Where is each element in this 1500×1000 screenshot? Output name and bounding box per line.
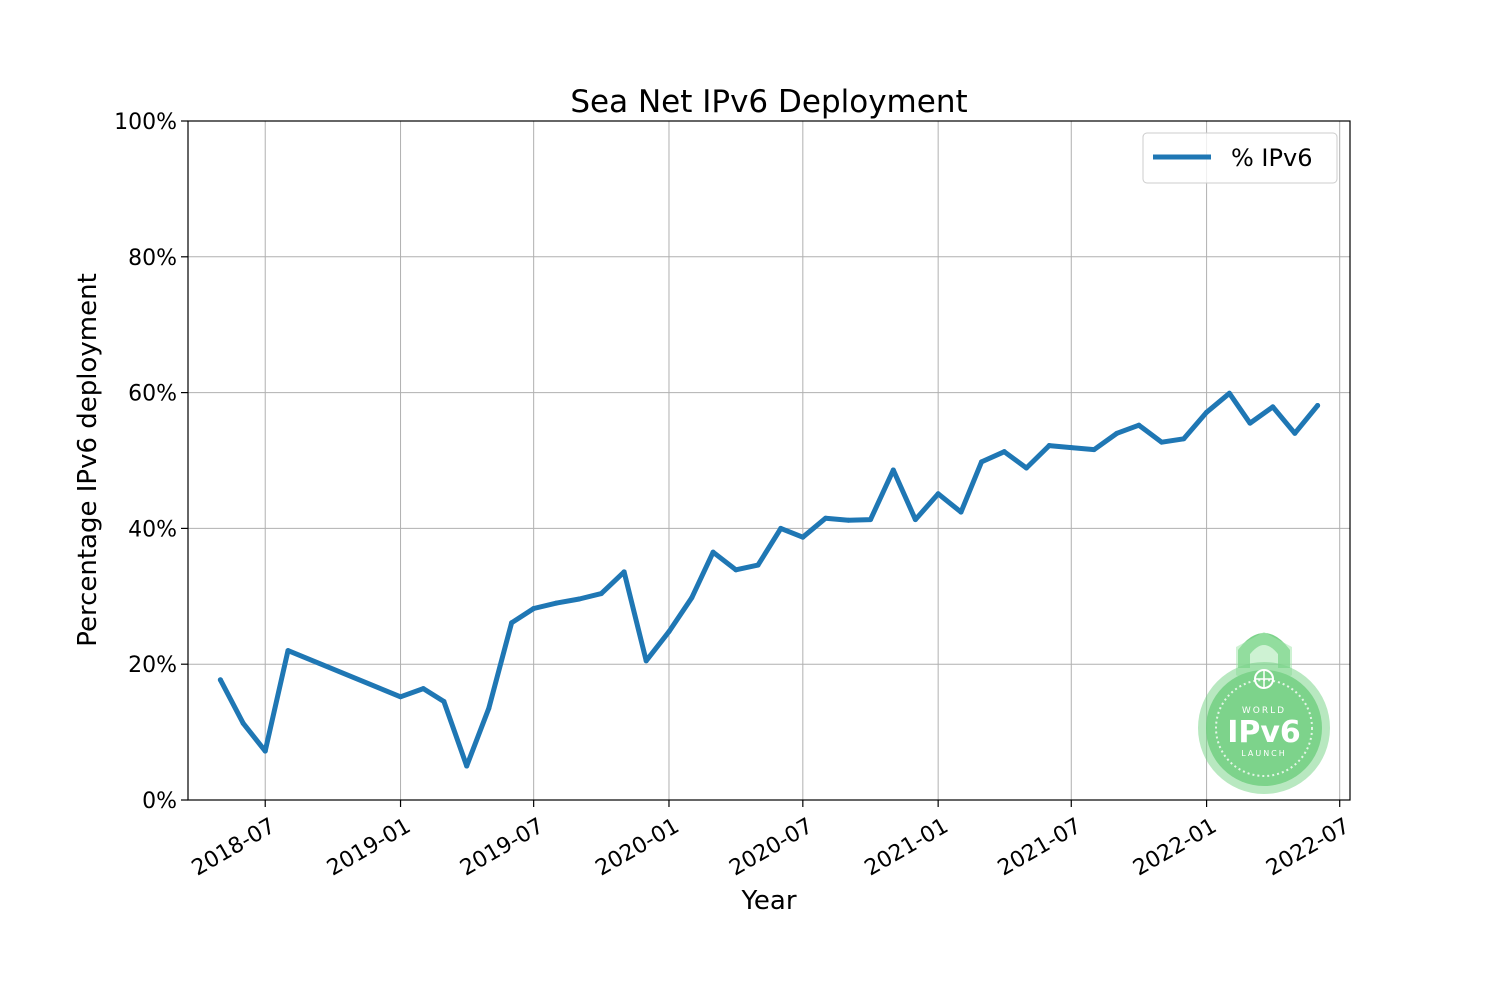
data-point	[1315, 403, 1321, 409]
data-point	[912, 517, 918, 523]
data-point	[262, 748, 268, 754]
data-point	[240, 720, 246, 726]
data-point	[1247, 420, 1253, 426]
watermark-bottom-text: LAUNCH	[1241, 749, 1287, 758]
data-point	[1136, 422, 1142, 428]
data-point	[598, 591, 604, 597]
x-axis-label: Year	[740, 886, 796, 916]
y-tick-label: 100%	[114, 110, 177, 135]
data-point	[1114, 430, 1120, 436]
data-point	[1023, 465, 1029, 471]
data-point	[1046, 443, 1052, 449]
data-point	[1270, 404, 1276, 410]
x-tick-label: 2022-07	[1262, 814, 1354, 882]
data-point	[217, 677, 223, 683]
x-tick-label: 2020-07	[725, 814, 817, 882]
data-point	[1001, 449, 1007, 455]
data-point	[464, 763, 470, 769]
data-point	[621, 569, 627, 575]
y-tick-label: 0%	[142, 789, 177, 814]
data-point	[867, 517, 873, 523]
x-tick-label: 2019-07	[456, 814, 548, 882]
watermark-main-text: IPv6	[1227, 715, 1301, 750]
data-point	[778, 525, 784, 531]
data-point	[285, 648, 291, 654]
data-point	[935, 491, 941, 497]
grid	[188, 120, 1350, 801]
chart-title: Sea Net IPv6 Deployment	[570, 84, 967, 120]
data-point	[733, 567, 739, 573]
series-line-ipv6	[217, 390, 1321, 769]
data-point	[1292, 430, 1298, 436]
data-point	[420, 686, 426, 692]
data-point	[890, 467, 896, 473]
data-point	[509, 620, 515, 626]
data-point	[553, 600, 559, 606]
data-point	[689, 595, 695, 601]
x-tick-label: 2021-01	[861, 814, 953, 882]
y-tick-label: 80%	[128, 246, 177, 271]
data-point	[979, 459, 985, 465]
legend-label-ipv6: % IPv6	[1231, 144, 1312, 172]
x-tick-label: 2022-01	[1129, 814, 1221, 882]
y-axis-label: Percentage IPv6 deployment	[73, 273, 103, 647]
x-tick-label: 2021-07	[994, 814, 1086, 882]
data-point	[1204, 409, 1210, 415]
data-point	[1068, 445, 1074, 451]
data-point	[441, 699, 447, 705]
legend: % IPv6	[1142, 132, 1338, 184]
x-tick-label: 2019-01	[323, 814, 415, 882]
data-point	[531, 606, 537, 612]
data-point	[398, 694, 404, 700]
plot-frame	[187, 120, 1351, 801]
data-point	[958, 509, 964, 515]
data-point	[823, 515, 829, 521]
series-layer	[217, 390, 1321, 769]
data-point	[666, 629, 672, 635]
watermark-top-text: WORLD	[1242, 706, 1286, 716]
y-tick-label: 20%	[128, 653, 177, 678]
y-tick-label: 60%	[128, 382, 177, 407]
data-point	[1091, 447, 1097, 453]
data-point	[576, 596, 582, 602]
data-point	[800, 534, 806, 540]
data-point	[486, 705, 492, 711]
data-point	[710, 549, 716, 555]
data-point	[755, 562, 761, 568]
data-point	[1226, 390, 1232, 396]
x-tick-label: 2020-01	[591, 814, 683, 882]
data-point	[643, 658, 649, 664]
x-tick-label: 2018-07	[188, 814, 280, 882]
axes: 0% 20% 40% 60% 80% 100% 2018-07 2019-01 2019-07 2…	[114, 110, 1354, 881]
y-tick-label: 40%	[128, 517, 177, 542]
data-point	[1181, 436, 1187, 442]
data-point	[1159, 439, 1165, 445]
ipv6-launch-logo: WORLD IPv6 LAUNCH	[1198, 632, 1330, 794]
data-point	[845, 517, 851, 523]
